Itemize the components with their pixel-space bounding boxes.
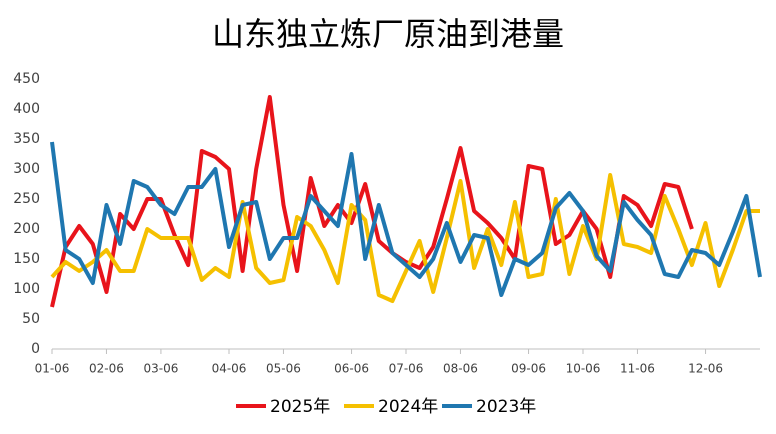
x-tick-label: 10-06 xyxy=(566,362,601,376)
y-tick-label: 300 xyxy=(13,161,40,177)
y-tick-label: 250 xyxy=(13,191,40,207)
x-tick-label: 08-06 xyxy=(443,362,478,376)
x-tick-label: 07-06 xyxy=(389,362,424,376)
legend-label: 2023年 xyxy=(476,397,536,417)
y-tick-label: 50 xyxy=(22,311,40,327)
series-line xyxy=(50,173,760,303)
y-tick-label: 350 xyxy=(13,131,40,147)
legend-label: 2024年 xyxy=(378,397,438,417)
y-tick-label: 100 xyxy=(13,281,40,297)
x-tick-label: 02-06 xyxy=(89,362,124,376)
x-tick-label: 04-06 xyxy=(212,362,247,376)
x-tick-label: 01-06 xyxy=(35,362,70,376)
y-tick-label: 450 xyxy=(13,71,40,87)
x-tick-label: 03-06 xyxy=(143,362,178,376)
y-tick-label: 150 xyxy=(13,251,40,267)
legend-label: 2025年 xyxy=(270,397,330,417)
x-tick-label: 12-06 xyxy=(688,362,723,376)
x-tick-label: 09-06 xyxy=(511,362,546,376)
y-tick-label: 0 xyxy=(31,341,40,357)
x-tick-label: 06-06 xyxy=(334,362,369,376)
y-tick-label: 400 xyxy=(13,101,40,117)
series-line xyxy=(50,141,762,297)
y-tick-label: 200 xyxy=(13,221,40,237)
series-line xyxy=(50,95,694,308)
chart-title: 山东独立炼厂原油到港量 xyxy=(212,15,564,53)
x-tick-label: 05-06 xyxy=(266,362,301,376)
x-tick-label: 11-06 xyxy=(620,362,655,376)
